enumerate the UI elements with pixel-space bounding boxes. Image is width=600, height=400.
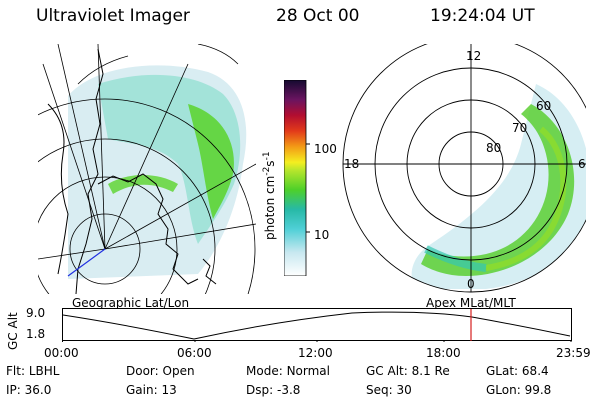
colorbar-unit-label: photon cm-2s-1	[262, 151, 277, 240]
lat-80-label: 80	[486, 141, 501, 155]
mlt-6-label: 6	[578, 157, 586, 171]
colorbar	[284, 80, 310, 276]
x-tick-2359: 23:59	[556, 346, 591, 360]
gc-alt-value: 8.1 Re	[411, 364, 450, 378]
gc-alt-status: GC Alt: 8.1 Re	[366, 364, 450, 378]
altitude-plot	[62, 308, 572, 342]
oval-ring	[421, 104, 575, 276]
dsp-label: Dsp:	[246, 383, 274, 397]
ip-label: IP:	[6, 383, 21, 397]
mlt-18-label: 18	[344, 157, 359, 171]
unit-exp1: -2	[262, 166, 272, 176]
mode-status: Mode: Normal	[246, 364, 330, 378]
altitude-curve	[62, 311, 571, 340]
page-title: Ultraviolet Imager	[36, 6, 190, 26]
dsp-status: Dsp: -3.8	[246, 383, 300, 397]
unit-s: s	[263, 160, 277, 167]
coastline	[75, 48, 104, 294]
glon-label: GLon:	[486, 383, 521, 397]
coastline	[47, 103, 69, 275]
lat-circle	[38, 98, 256, 294]
mlt-12-label: 12	[466, 49, 481, 63]
plot-frame	[62, 308, 572, 341]
seq-status: Seq: 30	[366, 383, 412, 397]
seq-value: 30	[396, 383, 412, 397]
polar-image: 12 18 6 0 60 70 80	[342, 44, 586, 293]
lat-circle	[38, 138, 216, 294]
ip-value: 36.0	[24, 383, 52, 397]
door-status: Door: Open	[126, 364, 195, 378]
observation-time: 19:24:04 UT	[430, 6, 535, 26]
lat-70-label: 70	[512, 121, 527, 135]
coastline	[202, 258, 217, 285]
y-tick-max: 9.0	[26, 306, 46, 320]
unit-text: photon cm	[263, 175, 277, 240]
lat-circle	[38, 176, 178, 294]
meridian	[104, 223, 256, 250]
mode-label: Mode:	[246, 364, 283, 378]
glat-value: 68.4	[521, 364, 549, 378]
glon-value: 99.8	[524, 383, 552, 397]
glat-status: GLat: 68.4	[486, 364, 549, 378]
door-value: Open	[162, 364, 195, 378]
y-tick-min: 1.8	[26, 327, 46, 341]
meridian	[42, 63, 106, 250]
meridian	[104, 163, 256, 250]
geographic-image	[38, 44, 256, 294]
meridian	[104, 63, 189, 250]
glon-status: GLon: 99.8	[486, 383, 551, 397]
x-tick-0600: 06:00	[177, 346, 212, 360]
door-label: Door:	[126, 364, 159, 378]
meridian	[97, 44, 106, 250]
right-panel-caption: Apex MLat/MLT	[426, 296, 516, 310]
colorbar-tick-100: 100	[314, 142, 337, 156]
coastline	[197, 44, 239, 65]
ip-status: IP: 36.0	[6, 383, 51, 397]
lat-circle	[69, 213, 141, 285]
dsp-value: -3.8	[276, 383, 301, 397]
filter-value: LBHL	[28, 364, 60, 378]
oval-core	[485, 126, 567, 271]
coastline	[97, 173, 199, 285]
x-tick-1800: 18:00	[426, 346, 461, 360]
observation-date: 28 Oct 00	[276, 6, 360, 26]
sun-direction-line	[67, 248, 106, 277]
unit-exp2: -1	[262, 151, 272, 161]
x-tick-1200: 12:00	[298, 346, 333, 360]
mlt-0-label: 0	[467, 277, 475, 291]
left-panel-caption: Geographic Lat/Lon	[72, 296, 190, 310]
meridian	[38, 248, 106, 260]
gain-status: Gain: 13	[126, 383, 177, 397]
gain-value: 13	[161, 383, 177, 397]
gain-label: Gain:	[126, 383, 158, 397]
meridian	[57, 44, 106, 250]
grid-arc	[77, 55, 129, 85]
seq-label: Seq:	[366, 383, 393, 397]
filter-status: Flt: LBHL	[6, 364, 59, 378]
colorbar-tick-10: 10	[314, 228, 330, 242]
glat-label: GLat:	[486, 364, 519, 378]
x-tick-0000: 00:00	[44, 346, 79, 360]
filter-label: Flt:	[6, 364, 25, 378]
gc-alt-axis-label: GC Alt	[6, 312, 20, 350]
lat-60-label: 60	[536, 99, 551, 113]
gc-alt-label: GC Alt:	[366, 364, 408, 378]
mode-value: Normal	[286, 364, 330, 378]
colorbar-gradient	[284, 80, 307, 276]
